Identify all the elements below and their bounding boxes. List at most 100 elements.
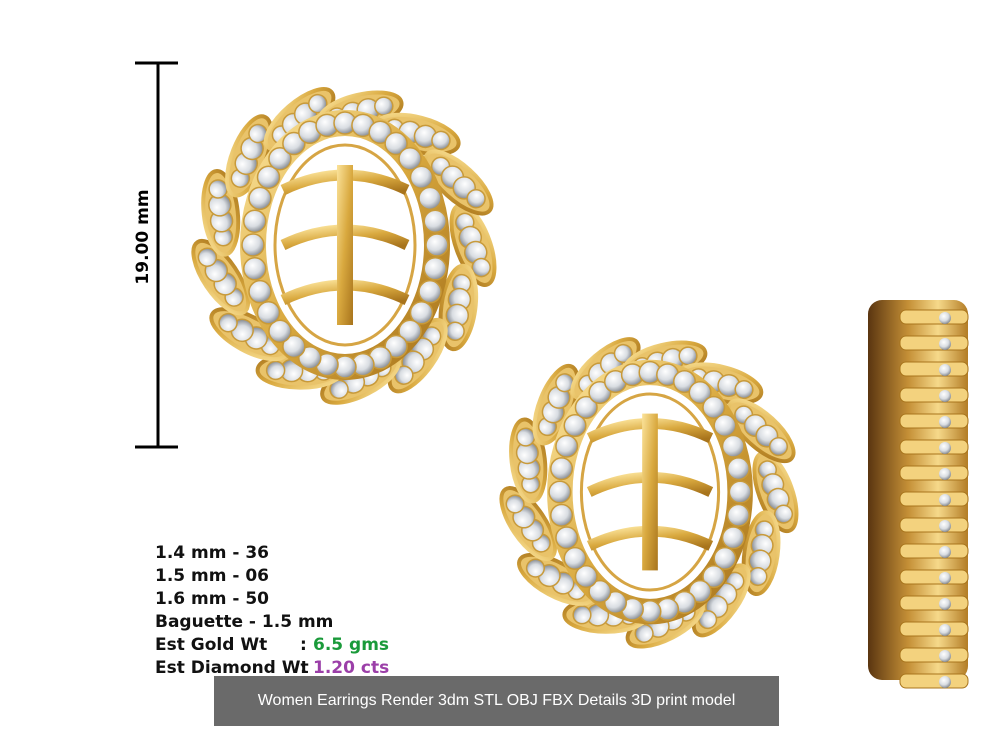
diamond xyxy=(241,233,265,257)
spec-line: Est Diamond Wt:1.20 cts xyxy=(155,658,389,678)
diamond xyxy=(368,120,392,145)
side-ridge xyxy=(899,439,969,455)
petal xyxy=(209,307,289,362)
side-diamond xyxy=(939,494,951,506)
diamond xyxy=(398,319,422,344)
side-diamond xyxy=(939,598,951,610)
diamond xyxy=(256,301,281,325)
spec-value: 1.20 cts xyxy=(313,658,390,678)
side-diamond xyxy=(939,468,951,480)
side-diamond xyxy=(939,442,951,454)
diamond xyxy=(688,579,712,603)
side-ridge xyxy=(899,673,969,689)
caption: Women Earrings Render 3dm STL OBJ FBX De… xyxy=(214,676,779,726)
diamond xyxy=(726,457,750,481)
diamond xyxy=(728,480,752,504)
side-ridge xyxy=(899,465,969,481)
diamond xyxy=(409,301,434,325)
petal xyxy=(387,317,448,394)
diamond xyxy=(418,186,442,211)
diamond xyxy=(555,434,579,458)
diamond xyxy=(721,526,745,550)
diamond xyxy=(298,345,322,370)
petal xyxy=(499,486,557,561)
diamond xyxy=(563,546,587,570)
side-ridge xyxy=(899,309,969,325)
side-view xyxy=(868,300,969,689)
side-diamond xyxy=(939,312,951,324)
spec-line: Est Gold Wt:6.5 gms xyxy=(155,635,389,655)
side-diamond xyxy=(939,676,951,688)
diamond xyxy=(418,279,442,304)
diamond xyxy=(688,381,712,405)
dimension-label: 19.00 mm xyxy=(133,189,153,284)
diamond xyxy=(768,437,789,457)
spec-line: 1.5 mm - 06 xyxy=(155,566,269,586)
side-ridge xyxy=(899,569,969,585)
diamond xyxy=(409,165,434,189)
spec-label: Est Diamond Wt xyxy=(155,658,309,678)
side-ridge xyxy=(899,491,969,507)
diamond xyxy=(525,558,545,578)
diamond xyxy=(572,605,592,625)
side-diamond xyxy=(939,416,951,428)
spec-label: 1.4 mm - 36 xyxy=(155,543,270,563)
diamond xyxy=(431,130,451,151)
diamond xyxy=(423,209,447,233)
diamond xyxy=(563,414,587,438)
diamond xyxy=(256,165,281,189)
diamond xyxy=(384,334,408,359)
spec-separator: : xyxy=(300,658,307,678)
side-ridge xyxy=(899,621,969,637)
spec-separator: : xyxy=(300,635,307,655)
side-ridge xyxy=(899,543,969,559)
post xyxy=(642,413,658,571)
petal xyxy=(741,510,781,597)
side-diamond xyxy=(939,624,951,636)
diamond xyxy=(248,279,272,304)
diamond xyxy=(243,257,267,281)
post xyxy=(337,165,353,325)
diamond xyxy=(548,480,572,504)
diamond xyxy=(423,257,447,281)
side-diamond xyxy=(939,390,951,402)
diamond xyxy=(197,247,218,267)
diamond xyxy=(726,503,750,527)
earring xyxy=(191,87,497,405)
diamond xyxy=(268,319,292,344)
side-ridge xyxy=(899,387,969,403)
diamond xyxy=(265,360,286,381)
side-ridge xyxy=(899,595,969,611)
petal xyxy=(726,398,796,464)
petal xyxy=(438,263,479,352)
diamond xyxy=(588,381,612,405)
side-ridge xyxy=(899,517,969,533)
petal xyxy=(449,203,497,287)
diamond xyxy=(555,526,579,550)
earring xyxy=(499,337,799,649)
petal xyxy=(201,169,241,257)
diamond xyxy=(713,546,737,570)
side-diamond xyxy=(939,364,951,376)
side-ridge xyxy=(899,413,969,429)
diamond xyxy=(550,503,574,527)
spec-label: Baguette - 1.5 mm xyxy=(155,612,334,632)
side-diamond xyxy=(939,546,951,558)
diamond xyxy=(550,457,574,481)
petal xyxy=(423,149,494,216)
diamond xyxy=(734,379,754,400)
diamond xyxy=(268,146,292,171)
diamond xyxy=(702,565,726,589)
side-ridge xyxy=(899,361,969,377)
petal xyxy=(691,563,751,638)
side-ridge xyxy=(899,335,969,351)
diamond xyxy=(282,131,306,156)
side-ridge xyxy=(899,647,969,663)
side-diamond xyxy=(939,572,951,584)
petal xyxy=(517,552,596,606)
diamond xyxy=(713,414,737,438)
side-diamond xyxy=(939,650,951,662)
diamond xyxy=(672,370,697,394)
